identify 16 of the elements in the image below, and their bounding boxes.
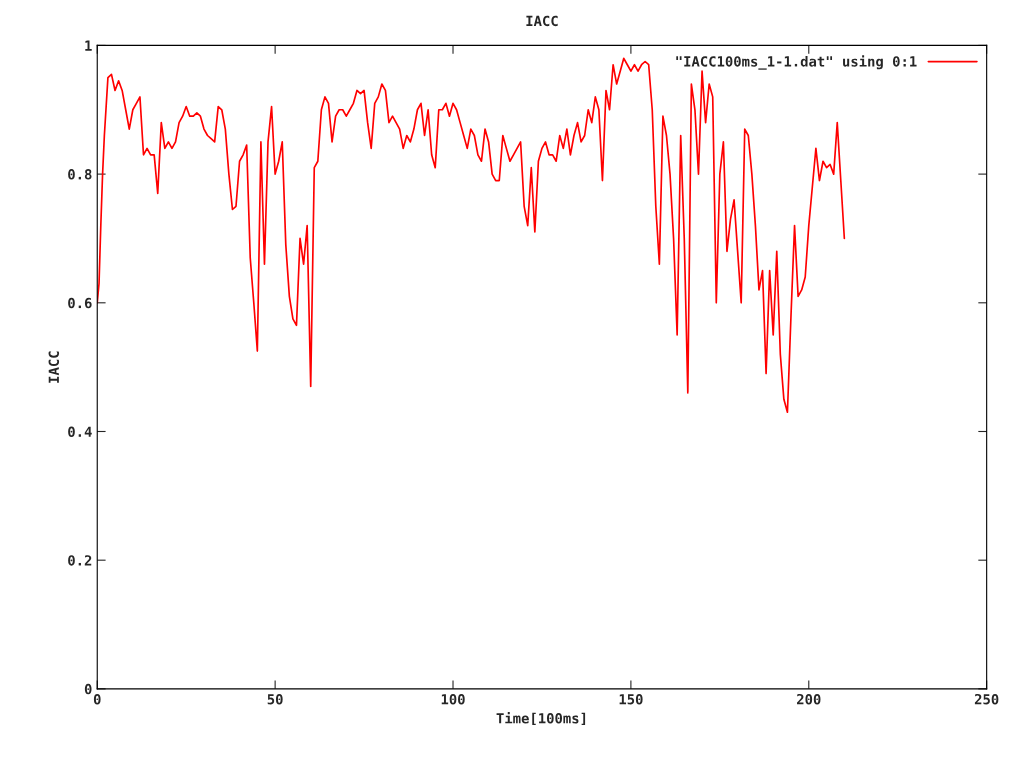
y-axis-title: IACC — [48, 351, 60, 383]
y-tick-label: 0.8 — [68, 169, 92, 180]
x-tick-label: 200 — [797, 693, 821, 705]
y-tick-label: 0.6 — [68, 297, 92, 309]
x-tick-label: 100 — [441, 693, 465, 705]
x-tick-label: 50 — [267, 693, 283, 705]
x-tick-label: 150 — [619, 693, 643, 705]
x-tick-label: 250 — [974, 693, 999, 705]
x-tick-label: 0 — [93, 693, 101, 705]
y-tick-label: 0.2 — [68, 555, 92, 566]
y-tick-label: 0 — [84, 683, 92, 695]
y-tick-label: 1 — [85, 40, 92, 51]
y-tick-label: 0.4 — [68, 426, 92, 437]
x-axis-title: Time[100ms] — [496, 711, 586, 726]
chart-title: IACC — [526, 15, 558, 27]
legend-label: "IACC100ms_1-1.dat" using 0:1 — [676, 55, 917, 70]
